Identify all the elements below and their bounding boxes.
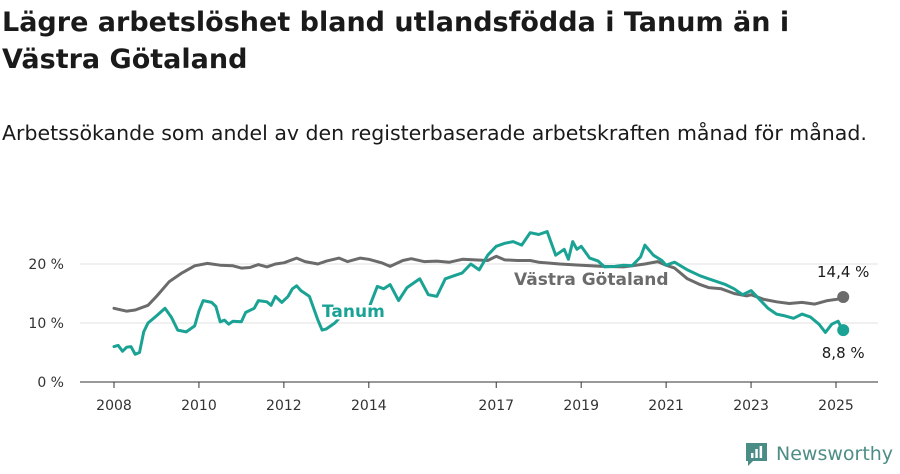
x-tick-label: 2012 bbox=[266, 398, 302, 414]
x-tick-label: 2019 bbox=[563, 398, 599, 414]
series-line-vastra-gotaland bbox=[112, 254, 845, 313]
series-label-tanum-halo: Tanum bbox=[322, 302, 385, 322]
y-tick-label: 0 % bbox=[37, 375, 64, 391]
x-tick-label: 2025 bbox=[818, 398, 854, 414]
end-marker-vastra-gotaland bbox=[837, 291, 850, 304]
end-label-vastra-gotaland: 14,4 % bbox=[817, 263, 869, 281]
chart-subtitle: Arbetssökande som andel av den registerb… bbox=[2, 121, 867, 145]
newsworthy-wordmark: Newsworthy bbox=[776, 443, 894, 465]
series-label-vastra-gotaland-halo: Västra Götaland bbox=[514, 270, 669, 290]
newsworthy-logo-icon bbox=[746, 443, 767, 466]
y-tick-label: 20 % bbox=[28, 257, 64, 273]
series-line-tanum bbox=[112, 230, 845, 356]
y-tick-label: 10 % bbox=[28, 316, 64, 332]
x-tick-label: 2010 bbox=[181, 398, 217, 414]
series-label-vastra-gotaland: Västra Götaland bbox=[514, 270, 669, 290]
chart-title: Lägre arbetslöshet bland utlandsfödda i … bbox=[2, 7, 790, 75]
x-tick-label: 2023 bbox=[733, 398, 769, 414]
x-tick-label: 2017 bbox=[478, 398, 514, 414]
x-tick-label: 2014 bbox=[351, 398, 387, 414]
x-tick-label: 2008 bbox=[96, 398, 132, 414]
x-tick-label: 2021 bbox=[648, 398, 684, 414]
newsworthy-logo: Newsworthy bbox=[744, 441, 893, 467]
end-marker-tanum bbox=[837, 324, 850, 337]
series-label-tanum: Tanum bbox=[322, 302, 385, 322]
end-label-tanum: 8,8 % bbox=[822, 344, 865, 362]
